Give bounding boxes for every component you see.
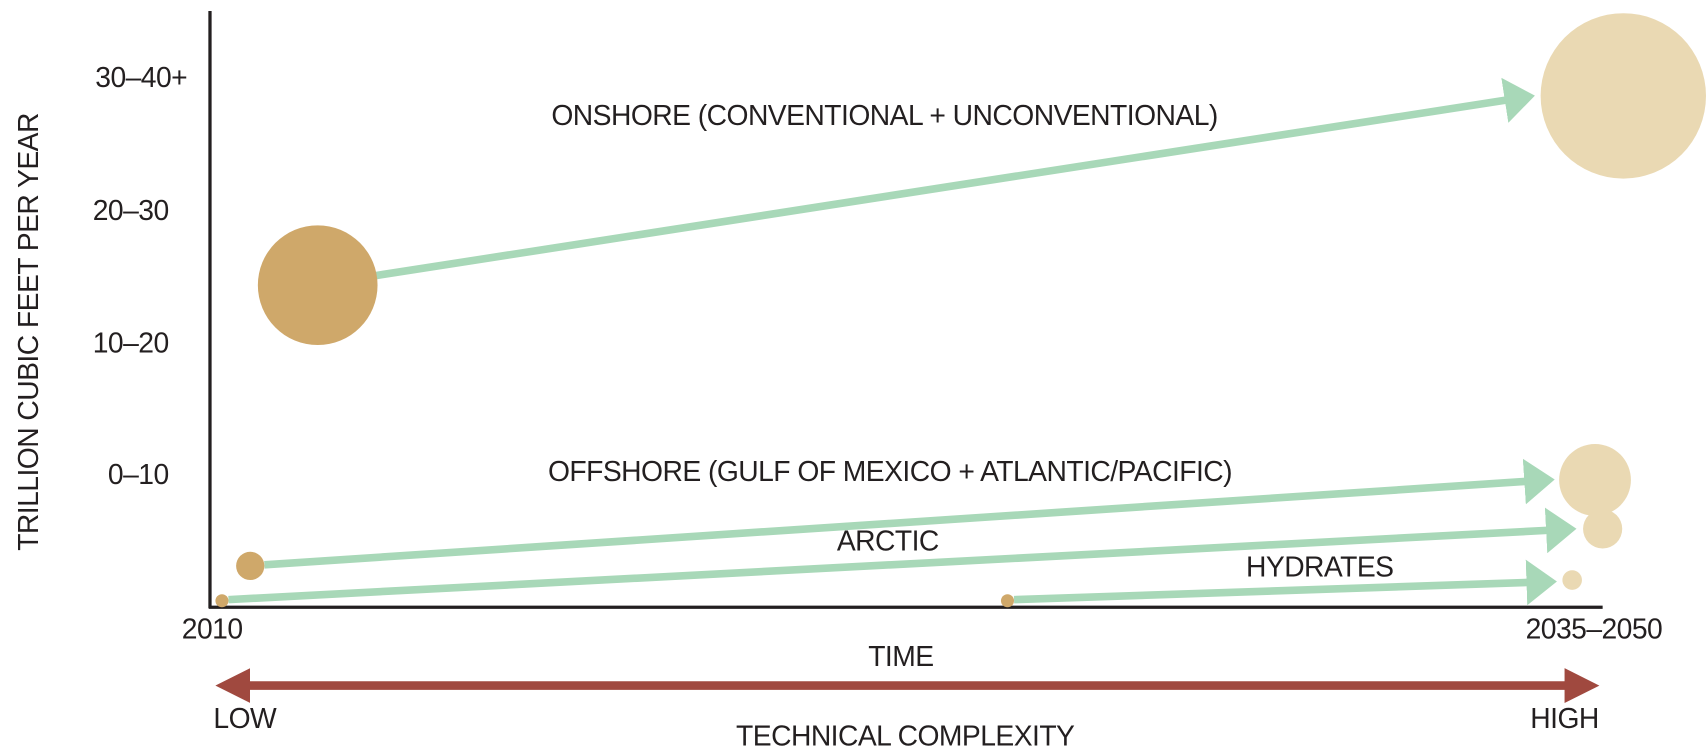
y-label: 30–40+ [95, 61, 187, 93]
end-bubble [1540, 13, 1706, 179]
flow-label: OFFSHORE (GULF OF MEXICO + ATLANTIC/PACI… [548, 455, 1232, 487]
flow-arrow [228, 507, 1577, 604]
end-bubble [1583, 509, 1623, 549]
flow-label: ARCTIC [837, 525, 939, 557]
complexity-low: LOW [213, 702, 277, 734]
start-bubble [236, 551, 265, 581]
flow-arrow [369, 77, 1535, 281]
start-bubble [215, 594, 229, 608]
flow-arrow [1013, 559, 1557, 606]
complexity-high: HIGH [1530, 702, 1599, 734]
y-label: 10–20 [93, 327, 169, 359]
x-axis-title: TIME [868, 640, 933, 672]
y-label: 0–10 [108, 458, 169, 490]
end-bubble [1559, 444, 1631, 516]
x-end: 2035–2050 [1526, 613, 1663, 645]
start-bubble [1000, 594, 1015, 608]
y-axis-title: TRILLION CUBIC FEET PER YEAR [12, 113, 44, 551]
flow-label: HYDRATES [1246, 551, 1393, 583]
flow-label: ONSHORE (CONVENTIONAL + UNCONVENTIONAL) [551, 99, 1217, 131]
flow-arrow [264, 458, 1555, 569]
y-label: 20–30 [93, 194, 169, 226]
x-start: 2010 [182, 613, 243, 645]
end-bubble [1562, 570, 1582, 590]
complexity-title: TECHNICAL COMPLEXITY [736, 719, 1075, 751]
start-bubble [257, 225, 378, 346]
